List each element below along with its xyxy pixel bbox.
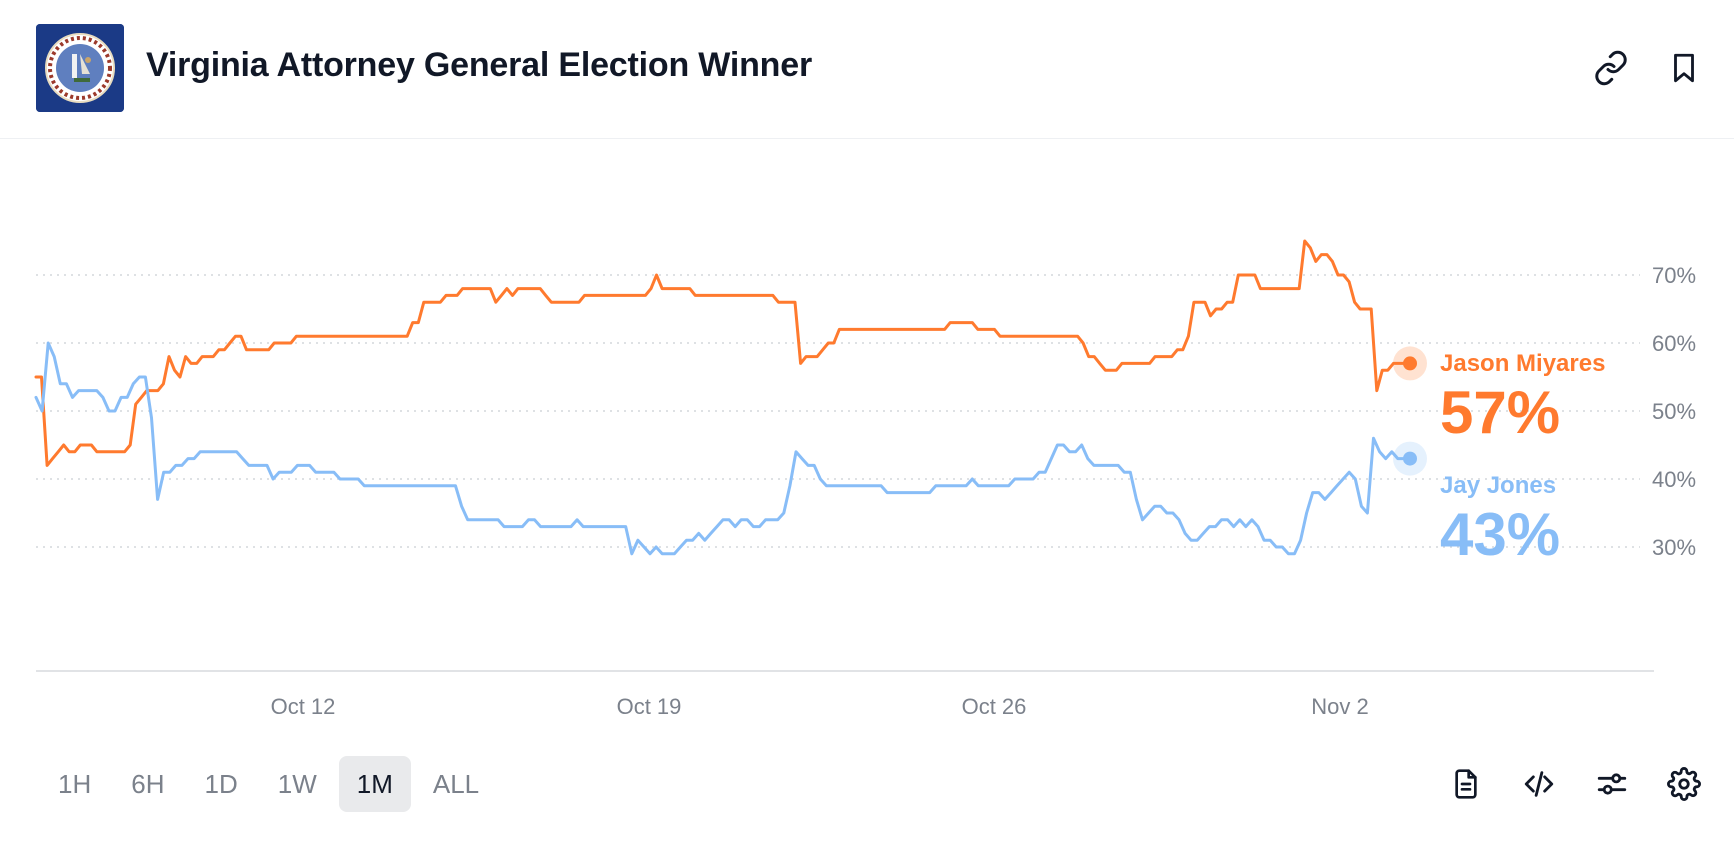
series-line-jay-jones [34, 341, 1412, 556]
page-title: Virginia Attorney General Election Winne… [146, 46, 812, 84]
x-tick-label: Oct 26 [962, 694, 1027, 719]
y-tick-label: 30% [1652, 535, 1696, 560]
series-endpoint-dot [1403, 451, 1417, 466]
series-line-jason-miyares [34, 239, 1412, 467]
market-header: Virginia Attorney General Election Winne… [0, 0, 1734, 139]
bookmark-icon[interactable] [1664, 46, 1704, 90]
gear-icon[interactable] [1662, 762, 1706, 806]
range-1w-button[interactable]: 1W [277, 768, 317, 799]
virginia-flag-icon [36, 24, 124, 112]
range-1m-button[interactable]: 1M [338, 756, 411, 812]
sliders-icon[interactable] [1590, 762, 1634, 806]
time-range-selector: 1H 6H 1D 1W 1M ALL [40, 756, 501, 812]
range-1h-button[interactable]: 1H [58, 768, 92, 799]
y-tick-label: 60% [1652, 331, 1696, 356]
chart-toolbar [0, 762, 1734, 806]
x-tick-label: Nov 2 [1311, 694, 1368, 719]
document-icon[interactable] [1444, 762, 1488, 806]
range-all-button[interactable]: ALL [432, 768, 480, 799]
y-tick-label: 50% [1652, 399, 1696, 424]
x-tick-label: Oct 12 [271, 694, 336, 719]
price-chart: 30% 40% 50% 60% 70% Oct 12 Oct 19 Oct 26 Nov 2 J… [0, 139, 1734, 739]
series-name-label: Jay Jones [1440, 472, 1556, 499]
y-tick-label: 70% [1652, 263, 1696, 288]
x-tick-label: Oct 19 [617, 694, 682, 719]
range-1d-button[interactable]: 1D [204, 768, 238, 799]
chart-svg: 30% 40% 50% 60% 70% Oct 12 Oct 19 Oct 26 Nov 2 J… [34, 239, 1696, 719]
series-value-label: 57% [1440, 379, 1560, 446]
series-endpoint-dot [1403, 356, 1417, 371]
y-tick-label: 40% [1652, 467, 1696, 492]
series-value-label: 43% [1440, 501, 1560, 568]
link-icon[interactable] [1591, 46, 1631, 90]
series-name-label: Jason Miyares [1440, 350, 1605, 377]
code-icon[interactable] [1517, 762, 1561, 806]
range-6h-button[interactable]: 6H [131, 768, 165, 799]
